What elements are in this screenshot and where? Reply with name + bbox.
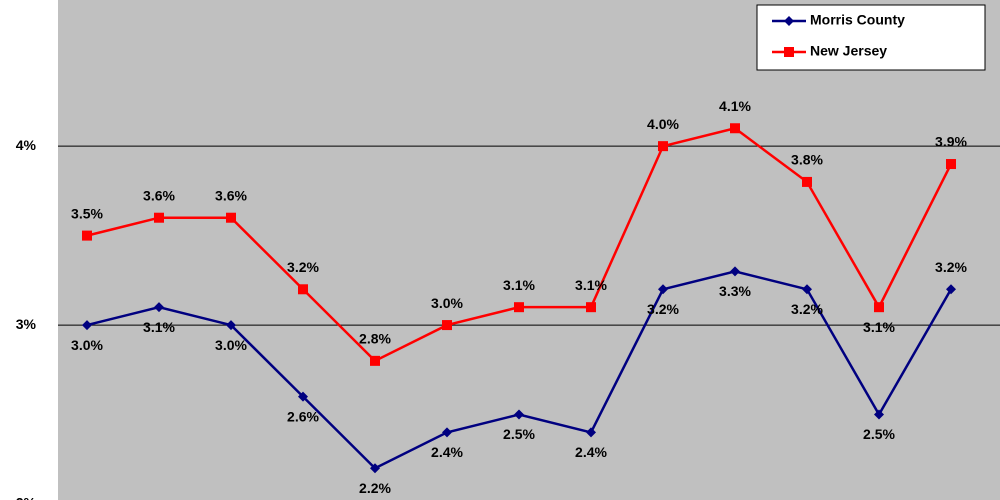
data-label: 2.4% [575,444,607,460]
legend: Morris County New Jersey [756,4,986,71]
data-point [874,409,884,420]
data-point [226,320,236,331]
data-label: 3.8% [791,152,823,168]
data-point [442,320,452,331]
data-label: 3.3% [719,283,751,299]
data-label: 2.4% [431,444,463,460]
data-point [802,284,812,295]
data-label: 3.1% [503,277,535,293]
data-label: 3.5% [71,205,103,221]
data-point [802,176,812,187]
data-point [370,463,380,474]
data-point [658,284,668,295]
data-label: 3.2% [647,301,679,317]
data-point [514,409,524,420]
data-label: 3.6% [143,187,175,203]
data-label: 4.0% [647,116,679,132]
data-point [514,302,524,313]
data-label: 4.1% [719,98,751,114]
data-label: 2.2% [359,480,391,496]
data-point [946,159,956,170]
data-point [226,212,236,223]
data-point [946,284,956,295]
data-point [298,391,308,402]
data-label: 3.0% [431,295,463,311]
legend-marker [784,47,794,57]
y-tick-label: 4% [16,137,37,153]
data-point [730,266,740,277]
data-point [874,302,884,313]
data-point [586,302,596,313]
data-label: 3.6% [215,187,247,203]
data-label: 3.0% [215,337,247,353]
legend-label: Morris County [810,12,905,28]
data-label: 3.9% [935,134,967,150]
data-label: 3.1% [863,319,895,335]
data-label: 3.2% [287,259,319,275]
data-point [730,123,740,134]
legend-label: New Jersey [810,43,887,59]
data-label: 3.2% [935,259,967,275]
data-point [154,212,164,223]
data-label: 2.8% [359,331,391,347]
data-label: 2.5% [863,426,895,442]
data-point [658,141,668,152]
data-point [82,230,92,241]
y-tick-label: 2% [16,495,37,500]
data-point [586,427,596,438]
data-point [154,302,164,313]
legend-marker [784,16,794,26]
data-label: 2.5% [503,426,535,442]
plot-area [58,0,1000,500]
data-point [370,355,380,366]
data-label: 3.2% [791,301,823,317]
y-tick-label: 3% [16,316,37,332]
data-point [298,284,308,295]
data-label: 3.1% [575,277,607,293]
data-point [442,427,452,438]
data-label: 3.0% [71,337,103,353]
data-label: 2.6% [287,408,319,424]
data-point [82,320,92,331]
data-label: 3.1% [143,319,175,335]
legend-box [756,4,986,71]
